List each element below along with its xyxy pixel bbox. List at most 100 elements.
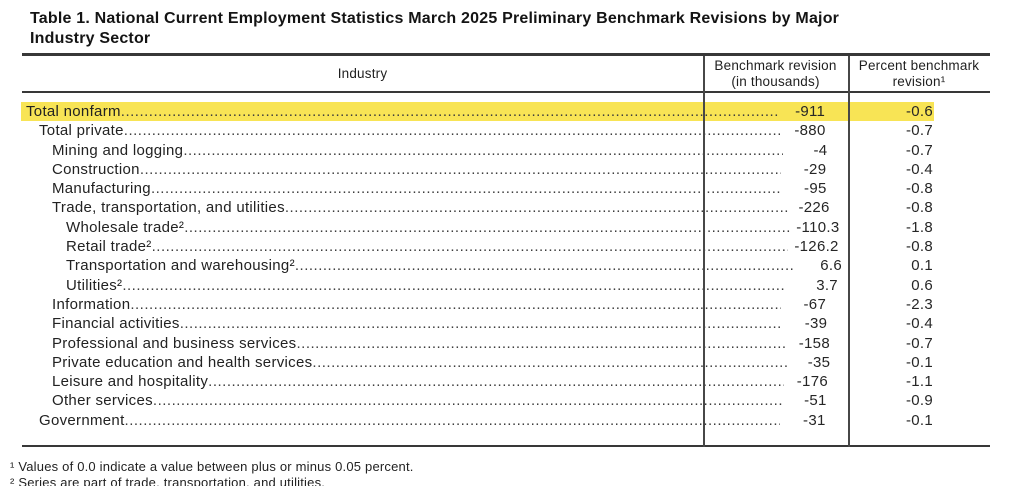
industry-label: Transportation and warehousing² [66, 257, 295, 275]
benchmark-revisions-table: Industry Benchmark revision (in thousand… [21, 53, 990, 448]
industry-label: Retail trade² [66, 238, 152, 256]
dot-leader: ........................................… [208, 373, 784, 391]
table-row: Total nonfarm...........................… [22, 102, 990, 121]
footnotes: ¹ Values of 0.0 indicate a value between… [10, 459, 1024, 486]
dot-leader: ........................................… [139, 160, 782, 178]
industry-label: Utilities² [66, 276, 123, 294]
dot-leader: ........................................… [183, 141, 783, 159]
industry-label: Private education and health services [52, 353, 313, 371]
dot-leader: ........................................… [312, 353, 789, 371]
column-divider-1 [703, 56, 705, 448]
percent-revision-value: -0.1 [905, 411, 933, 429]
percent-revision-value: -0.1 [905, 353, 934, 371]
benchmark-revision-value: -35 [807, 353, 831, 371]
dot-leader: ........................................… [151, 238, 788, 256]
benchmark-revision-value: -95 [804, 180, 827, 198]
industry-cell: Wholesale trade²........................… [22, 218, 796, 237]
percent-revision-value: -0.7 [905, 141, 933, 159]
table-title: Table 1. National Current Employment Sta… [30, 0, 970, 49]
industry-label: Information [52, 295, 131, 313]
industry-label: Trade, transportation, and utilities [52, 199, 285, 217]
benchmark-revision-value: 6.6 [820, 257, 842, 275]
benchmark-revision-value: -39 [804, 315, 828, 333]
industry-label: Other services [52, 392, 153, 410]
benchmark-revision-value: -126.2 [794, 238, 839, 256]
table-row: Retail trade²...........................… [22, 237, 990, 256]
industry-cell: Total private...........................… [22, 121, 786, 140]
industry-cell: Manufacturing...........................… [22, 179, 788, 198]
table-row: Wholesale trade²........................… [22, 218, 990, 237]
table-row: Financial activities....................… [22, 314, 990, 333]
industry-cell: Total nonfarm...........................… [22, 102, 785, 121]
industry-label: Construction [52, 160, 140, 178]
industry-cell: Information.............................… [22, 295, 787, 314]
percent-revision-value: -2.3 [905, 295, 933, 313]
col-header-benchmark-revision: Benchmark revision (in thousands) [703, 56, 848, 91]
benchmark-revision-value: -911 [795, 103, 826, 120]
table-row: Information.............................… [22, 295, 990, 314]
col-header-benchmark-line2: (in thousands) [731, 73, 820, 89]
col-header-percent-revision: Percent benchmark revision¹ [848, 56, 990, 91]
industry-cell: Utilities²..............................… [22, 276, 792, 295]
dot-leader: ........................................… [122, 276, 787, 294]
col-header-percent-line1: Percent benchmark [858, 57, 980, 73]
benchmark-revision-value: -176 [796, 373, 828, 391]
col-header-industry: Industry [22, 56, 703, 91]
industry-label: Manufacturing [52, 180, 151, 198]
industry-label: Total private [39, 122, 124, 140]
dot-leader: ........................................… [124, 411, 780, 429]
table-row: Mining and logging......................… [22, 141, 990, 160]
table-row: Utilities²..............................… [22, 276, 990, 295]
col-header-industry-label: Industry [337, 65, 388, 81]
footnote-2: ² Series are part of trade, transportati… [10, 474, 326, 486]
industry-cell: Government..............................… [22, 411, 786, 430]
dot-leader: ........................................… [179, 315, 784, 333]
industry-cell: Trade, transportation, and utilities....… [22, 198, 794, 217]
table-row: Private education and health services...… [22, 353, 990, 372]
table-body: Total nonfarm...........................… [21, 93, 990, 448]
percent-revision-value: -0.9 [905, 392, 933, 410]
col-header-benchmark-line1: Benchmark revision [714, 57, 837, 73]
percent-revision-value: -0.7 [905, 122, 933, 140]
dot-leader: ........................................… [123, 122, 780, 140]
column-divider-2 [848, 56, 850, 448]
percent-revision-value: -0.8 [905, 199, 933, 217]
table-row: Trade, transportation, and utilities....… [22, 198, 990, 217]
table-row: Manufacturing...........................… [22, 179, 990, 198]
dot-leader: ........................................… [284, 199, 788, 217]
industry-label: Leisure and hospitality [52, 373, 209, 391]
benchmark-revision-value: 3.7 [816, 276, 838, 294]
dot-leader: ........................................… [152, 392, 782, 410]
industry-label: Government [39, 411, 125, 429]
industry-label: Mining and logging [52, 141, 184, 159]
dot-leader: ........................................… [150, 180, 782, 198]
industry-cell: Retail trade²...........................… [22, 237, 794, 256]
benchmark-revision-value: -31 [803, 411, 826, 429]
industry-cell: Mining and logging......................… [22, 141, 789, 160]
table-title-line2: Industry Sector [30, 30, 151, 47]
table-row: Professional and business services......… [22, 334, 990, 353]
percent-revision-value: -0.4 [905, 160, 934, 178]
benchmark-revision-value: -226 [798, 199, 830, 217]
table-row: Construction............................… [22, 160, 990, 179]
col-header-percent-line2: revision¹ [892, 73, 946, 89]
industry-cell: Transportation and warehousing².........… [22, 256, 801, 275]
benchmark-revision-value: -29 [803, 160, 827, 178]
industry-cell: Construction............................… [22, 160, 787, 179]
table-header-row: Industry Benchmark revision (in thousand… [22, 56, 990, 93]
benchmark-revision-value: -4 [813, 141, 828, 159]
industry-cell: Other services..........................… [22, 391, 788, 410]
percent-revision-value: -1.8 [905, 218, 933, 236]
percent-revision-value: -0.7 [905, 334, 934, 352]
dot-leader: ........................................… [184, 218, 790, 236]
footnote-1: ¹ Values of 0.0 indicate a value between… [10, 459, 414, 475]
benchmark-revision-value: -110.3 [796, 218, 840, 236]
table-row: Leisure and hospitality.................… [22, 372, 990, 391]
benchmark-revision-value: -67 [803, 295, 827, 313]
percent-revision-value: -1.1 [905, 373, 933, 391]
industry-cell: Professional and business services......… [22, 334, 794, 353]
industry-cell: Leisure and hospitality.................… [22, 372, 790, 391]
benchmark-revision-value: -158 [798, 334, 830, 352]
percent-revision-value: -0.8 [905, 238, 933, 256]
industry-label: Wholesale trade² [66, 218, 185, 236]
